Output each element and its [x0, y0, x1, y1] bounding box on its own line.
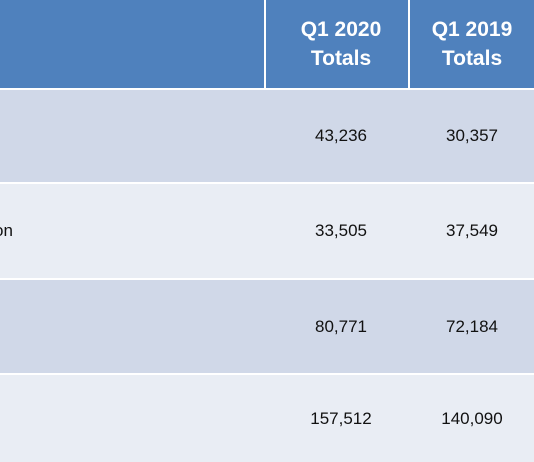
- header-divider: [408, 0, 410, 88]
- q1-2019-cell: 37,549: [410, 184, 534, 278]
- q1-2020-cell: 157,512: [266, 375, 408, 462]
- row-label-cell: [0, 280, 264, 373]
- q1-2020-value: 157,512: [310, 408, 372, 428]
- q1-2020-value: 80,771: [315, 316, 367, 336]
- q1-2019-cell: 140,090: [410, 375, 534, 462]
- row-label-cell: [0, 90, 264, 182]
- header-label-cell: [0, 0, 264, 88]
- table-row: 43,236 30,357: [0, 90, 534, 182]
- q1-2019-value: 30,357: [446, 126, 498, 145]
- header-q1-2019-line2: Totals: [441, 47, 503, 70]
- q1-2019-value: 37,549: [446, 221, 498, 240]
- q1-2020-cell: 43,236: [266, 90, 408, 182]
- row-label-cell: on: [0, 184, 264, 278]
- table-row: 157,512 140,090: [0, 375, 534, 462]
- q1-2020-cell: 33,505: [266, 184, 408, 278]
- header-q1-2020-line2: Totals: [310, 47, 372, 70]
- header-q1-2019-line1: Q1 2019: [431, 18, 513, 41]
- q1-2020-cell: 80,771: [266, 280, 408, 373]
- q1-2019-value: 72,184: [446, 316, 498, 336]
- table-header-row: Q1 2020 Totals Q1 2019 Totals: [0, 0, 534, 88]
- q1-2020-value: 33,505: [315, 221, 367, 240]
- q1-2019-cell: 72,184: [410, 280, 534, 373]
- q1-2019-value: 140,090: [441, 408, 503, 428]
- row-label: on: [0, 221, 13, 240]
- q1-2019-cell: 30,357: [410, 90, 534, 182]
- header-q1-2019: Q1 2019 Totals: [410, 0, 534, 88]
- row-label-cell: [0, 375, 264, 462]
- table-row: 80,771 72,184: [0, 280, 534, 373]
- table-row: on 33,505 37,549: [0, 184, 534, 278]
- header-q1-2020: Q1 2020 Totals: [266, 0, 408, 88]
- q1-2020-value: 43,236: [315, 126, 367, 145]
- header-divider: [264, 0, 266, 88]
- header-q1-2020-line1: Q1 2020: [300, 18, 382, 41]
